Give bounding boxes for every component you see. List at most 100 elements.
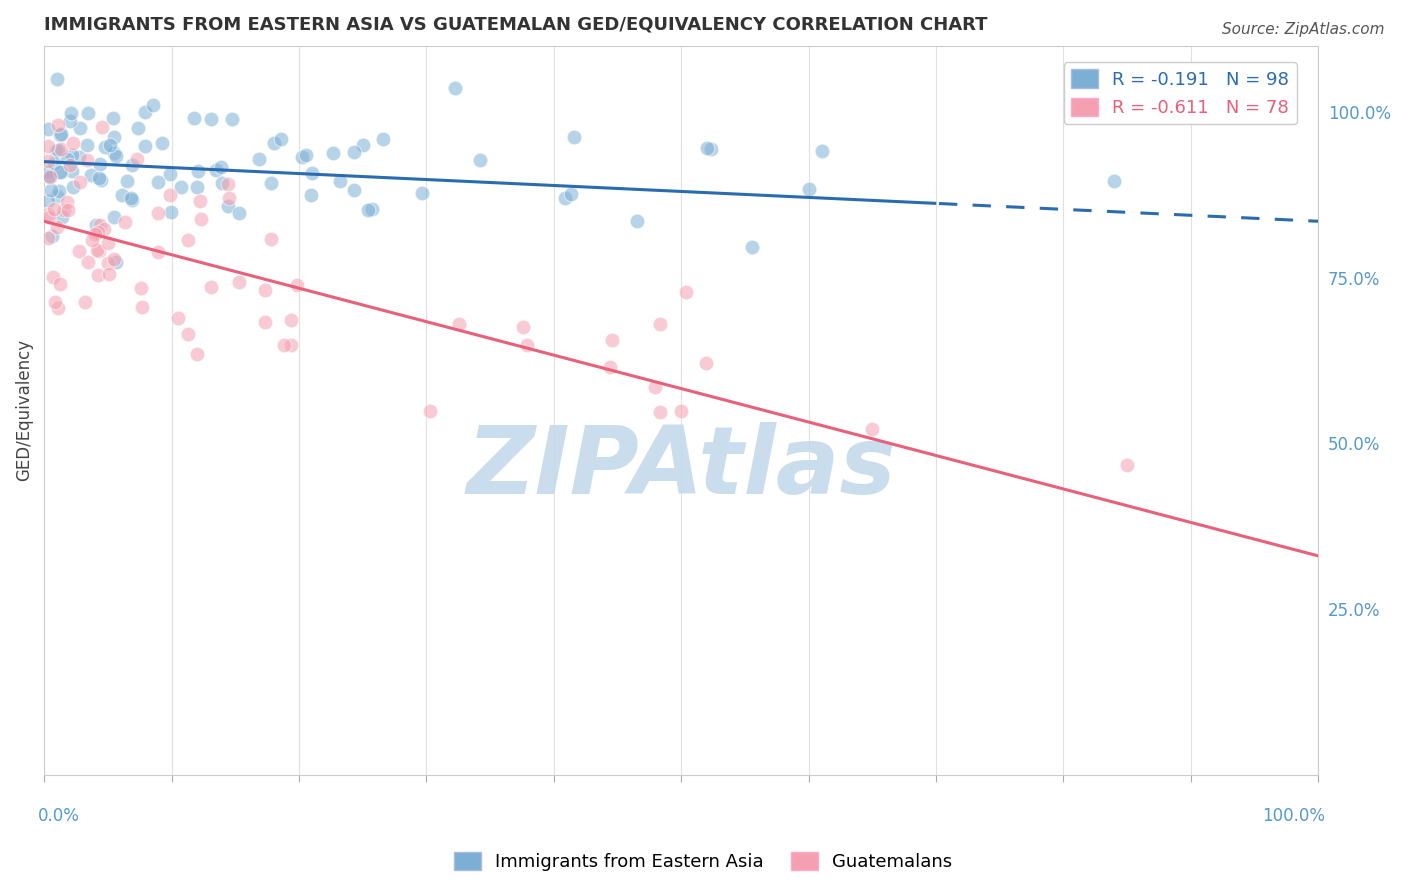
Point: [1116, 458, 1139, 472]
Point: [419, 403, 441, 417]
Point: [58, 158, 80, 172]
Point: [56, 152, 79, 166]
Point: [260, 176, 283, 190]
Point: [44, 294, 66, 309]
Point: [187, 164, 209, 178]
Point: [42, 155, 65, 169]
Point: [217, 199, 239, 213]
Text: ZIPAtlas: ZIPAtlas: [467, 423, 896, 515]
Point: [352, 137, 374, 152]
Point: [186, 179, 208, 194]
Point: [860, 422, 883, 436]
Text: 0.0%: 0.0%: [38, 807, 80, 825]
Point: [134, 139, 156, 153]
Point: [37, 153, 59, 168]
Point: [49, 165, 72, 179]
Point: [115, 174, 138, 188]
Point: [93, 140, 115, 154]
Point: [39, 183, 62, 197]
Point: [97, 256, 120, 270]
Point: [200, 112, 222, 126]
Point: [76, 138, 98, 153]
Point: [114, 215, 136, 229]
Point: [150, 136, 173, 150]
Point: [67, 150, 90, 164]
Point: [37, 194, 59, 208]
Point: [221, 112, 243, 127]
Point: [675, 285, 697, 299]
Point: [76, 153, 98, 168]
Point: [560, 186, 582, 201]
Point: [104, 254, 127, 268]
Point: [77, 105, 100, 120]
Point: [142, 97, 165, 112]
Point: [449, 318, 471, 332]
Point: [205, 163, 228, 178]
Point: [103, 145, 125, 160]
Point: [211, 176, 233, 190]
Legend: R = -0.191   N = 98, R = -0.611   N = 78: R = -0.191 N = 98, R = -0.611 N = 78: [1064, 62, 1296, 124]
Point: [62, 180, 84, 194]
Point: [48, 118, 70, 132]
Point: [291, 150, 314, 164]
Point: [69, 175, 91, 189]
Point: [37, 207, 59, 221]
Point: [516, 338, 538, 352]
Point: [97, 235, 120, 250]
Point: [46, 301, 69, 315]
Point: [741, 240, 763, 254]
Point: [84, 227, 107, 241]
Point: [59, 113, 82, 128]
Point: [280, 338, 302, 352]
Point: [468, 153, 491, 167]
Point: [811, 144, 834, 158]
Point: [190, 211, 212, 226]
Point: [60, 163, 83, 178]
Point: [131, 300, 153, 314]
Point: [648, 317, 671, 331]
Point: [89, 170, 111, 185]
Point: [69, 120, 91, 135]
Point: [127, 152, 149, 166]
Point: [228, 275, 250, 289]
Point: [183, 111, 205, 125]
Legend: Immigrants from Eastern Asia, Guatemalans: Immigrants from Eastern Asia, Guatemalan…: [446, 845, 960, 879]
Point: [146, 245, 169, 260]
Point: [46, 219, 69, 234]
Point: [322, 145, 344, 160]
Point: [554, 191, 576, 205]
Point: [42, 202, 65, 216]
Point: [120, 191, 142, 205]
Point: [38, 210, 60, 224]
Point: [285, 277, 308, 292]
Point: [301, 166, 323, 180]
Point: [343, 145, 366, 160]
Point: [218, 191, 240, 205]
Point: [159, 188, 181, 202]
Point: [263, 136, 285, 151]
Point: [103, 210, 125, 224]
Point: [129, 281, 152, 295]
Point: [49, 142, 72, 156]
Point: [134, 104, 156, 119]
Point: [46, 188, 69, 202]
Point: [247, 153, 270, 167]
Point: [38, 169, 60, 184]
Point: [80, 233, 103, 247]
Point: [270, 132, 292, 146]
Point: [512, 319, 534, 334]
Point: [121, 158, 143, 172]
Point: [170, 180, 193, 194]
Point: [101, 112, 124, 126]
Y-axis label: GED/Equivalency: GED/Equivalency: [15, 339, 32, 481]
Point: [103, 130, 125, 145]
Point: [48, 143, 70, 157]
Point: [48, 165, 70, 179]
Point: [186, 347, 208, 361]
Point: [89, 218, 111, 232]
Point: [86, 243, 108, 257]
Point: [159, 167, 181, 181]
Point: [443, 81, 465, 95]
Point: [167, 311, 190, 326]
Point: [105, 148, 128, 162]
